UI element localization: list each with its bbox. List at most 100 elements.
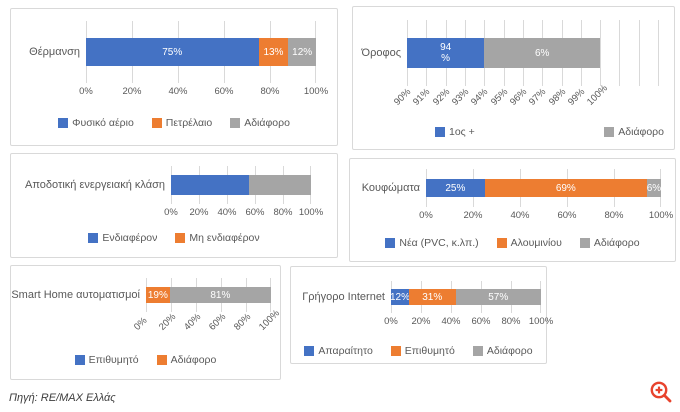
gridline xyxy=(619,20,621,86)
axis-tick-label: 93% xyxy=(449,86,472,108)
axis-tick-label: 40% xyxy=(441,316,461,327)
chart-panel: Αποδοτική ενεργειακή κλάση 0% 20% 40% 60% 80%… xyxy=(10,153,338,258)
legend-swatch xyxy=(390,346,401,356)
bar-segment: 12% xyxy=(390,289,410,305)
axis-tick-label: 100% xyxy=(528,316,554,327)
axis-tick-label: 60% xyxy=(214,86,234,97)
axis-tick-label: 80% xyxy=(501,316,521,327)
legend-swatch xyxy=(496,238,507,248)
bar-segment: 6% xyxy=(647,179,661,197)
legend-label: Αδιάφορο xyxy=(170,354,217,366)
legend-item: Μη ενδιαφέρον xyxy=(175,232,260,244)
x-axis: 0% 20% 40% 60% 80% 100% xyxy=(419,207,673,223)
legend-item: Ενδιαφέρον xyxy=(88,232,157,244)
axis-tick-label: 60% xyxy=(557,210,577,221)
legend-swatch xyxy=(385,238,396,248)
bar-segment: 57% xyxy=(455,289,541,305)
legend-swatch xyxy=(435,127,445,137)
x-axis: 0% 20% 40% 60% 80% 100% xyxy=(164,204,323,220)
legend-label: Αλουμινίου xyxy=(510,237,562,249)
axis-tick-label: 0% xyxy=(384,316,398,327)
legend-swatch xyxy=(230,118,241,128)
legend-item: Νέα (PVC, κ.λπ.) xyxy=(385,237,479,249)
legend-swatch xyxy=(88,233,99,243)
chart-legend: Ενδιαφέρον Μη ενδιαφέρον xyxy=(11,232,337,244)
chart-panel: Smart Home αυτοματισμοί 19% 81% 0% 20% 40% 60%… xyxy=(10,265,282,380)
legend-label: Αδιάφορο xyxy=(244,117,290,129)
chart-legend: Επιθυμητό Αδιάφορο xyxy=(11,354,280,366)
chart-panel: Θέρμανση 75% 13% 12% 0% 20% 40% 60% 80% 100% Φυσικ… xyxy=(10,8,338,146)
axis-tick-label: 20% xyxy=(463,210,483,221)
category-label: Θέρμανση xyxy=(29,45,80,58)
axis-tick-label: 0% xyxy=(164,207,178,218)
axis-tick-label: 20% xyxy=(122,86,142,97)
category-label: Όροφος xyxy=(361,46,401,59)
plot-area: 19% 81% xyxy=(146,278,271,312)
legend-item: Αδιάφορο xyxy=(156,354,217,366)
plot-area xyxy=(171,166,311,204)
bar-segment: 12% xyxy=(288,38,316,66)
axis-tick-label: 0% xyxy=(79,86,93,97)
stacked-bar: 12% 31% 57% xyxy=(390,289,541,305)
stacked-bar: 19% 81% xyxy=(146,287,271,303)
chart-legend: Νέα (PVC, κ.λπ.) Αλουμινίου Αδιάφορο xyxy=(350,237,675,249)
axis-tick-label: 40% xyxy=(168,86,188,97)
stacked-bar: 75% 13% 12% xyxy=(86,38,316,66)
axis-tick-label: 40% xyxy=(182,311,204,333)
axis-tick-label: 20% xyxy=(157,311,179,333)
plot-area: 25% 69% 6% xyxy=(426,169,661,207)
axis-tick-label: 60% xyxy=(471,316,491,327)
bar-segment: 75% xyxy=(86,38,259,66)
chart-panel: Όροφος 94 % 6% 90% 91% 92% 93% 94% 95% 96% 97% 98% 9… xyxy=(352,6,675,150)
bar-segment: 81% xyxy=(169,287,271,303)
axis-tick-label: 40% xyxy=(217,207,237,218)
axis-tick-label: 80% xyxy=(273,207,293,218)
legend-item: Επιθυμητό xyxy=(74,354,139,366)
legend-item: Αδιάφορο xyxy=(472,345,533,357)
legend-label: Απαραίτητο xyxy=(318,345,373,357)
axis-tick-label: 100% xyxy=(585,82,611,108)
category-label: Κουφώματα xyxy=(361,181,420,194)
legend-item: Αλουμινίου xyxy=(496,237,562,249)
bar-segment: 13% xyxy=(258,38,289,66)
axis-tick-label: 100% xyxy=(298,207,324,218)
axis-tick-label: 20% xyxy=(189,207,209,218)
legend-swatch xyxy=(156,355,167,365)
x-axis: 0% 20% 40% 60% 80% 100% xyxy=(132,308,282,346)
bar-segment: 6% xyxy=(484,38,601,68)
gridline xyxy=(658,20,660,86)
legend-item: Απαραίτητο xyxy=(304,345,373,357)
axis-tick-label: 20% xyxy=(411,316,431,327)
legend-swatch xyxy=(304,346,315,356)
x-axis: 0% 20% 40% 60% 80% 100% xyxy=(79,83,328,99)
legend-item: Αδιάφορο xyxy=(230,117,290,129)
axis-tick-label: 100% xyxy=(648,210,674,221)
axis-tick-label: 95% xyxy=(488,86,510,108)
bar-segment: 25% xyxy=(426,179,485,197)
axis-tick-label: 100% xyxy=(257,307,282,333)
category-label: Αποδοτική ενεργειακή κλάση xyxy=(25,178,165,191)
axis-tick-label: 92% xyxy=(430,86,452,108)
axis-tick-label: 98% xyxy=(546,86,568,108)
zoom-in-button[interactable] xyxy=(648,379,674,405)
legend-label: Μη ενδιαφέρον xyxy=(189,232,260,244)
axis-tick-label: 90% xyxy=(392,86,414,108)
category-label: Γρήγορο Internet xyxy=(302,290,385,303)
chart-legend: Απαραίτητο Επιθυμητό Αδιάφορο xyxy=(291,345,546,357)
legend-label: Πετρέλαιο xyxy=(165,117,213,129)
gridline xyxy=(638,20,640,86)
axis-tick-label: 60% xyxy=(245,207,265,218)
axis-tick-label: 99% xyxy=(565,86,588,108)
bar-segment: 94 % xyxy=(407,38,485,68)
axis-tick-label: 100% xyxy=(303,86,329,97)
chart-panel: Κουφώματα 25% 69% 6% 0% 20% 40% 60% 80% 100% Νέα (… xyxy=(349,158,676,262)
plot-area: 94 % 6% xyxy=(407,20,668,86)
x-axis: 0% 20% 40% 60% 80% 100% xyxy=(384,313,553,329)
axis-tick-label: 0% xyxy=(419,210,433,221)
source-note: Πηγή: RE/MAX Ελλάς xyxy=(9,392,116,404)
legend-item: Πετρέλαιο xyxy=(151,117,213,129)
bar-segment xyxy=(171,175,250,195)
gridline xyxy=(600,20,602,86)
legend-swatch xyxy=(472,346,483,356)
legend-label: Φυσικό αέριο xyxy=(72,117,134,129)
